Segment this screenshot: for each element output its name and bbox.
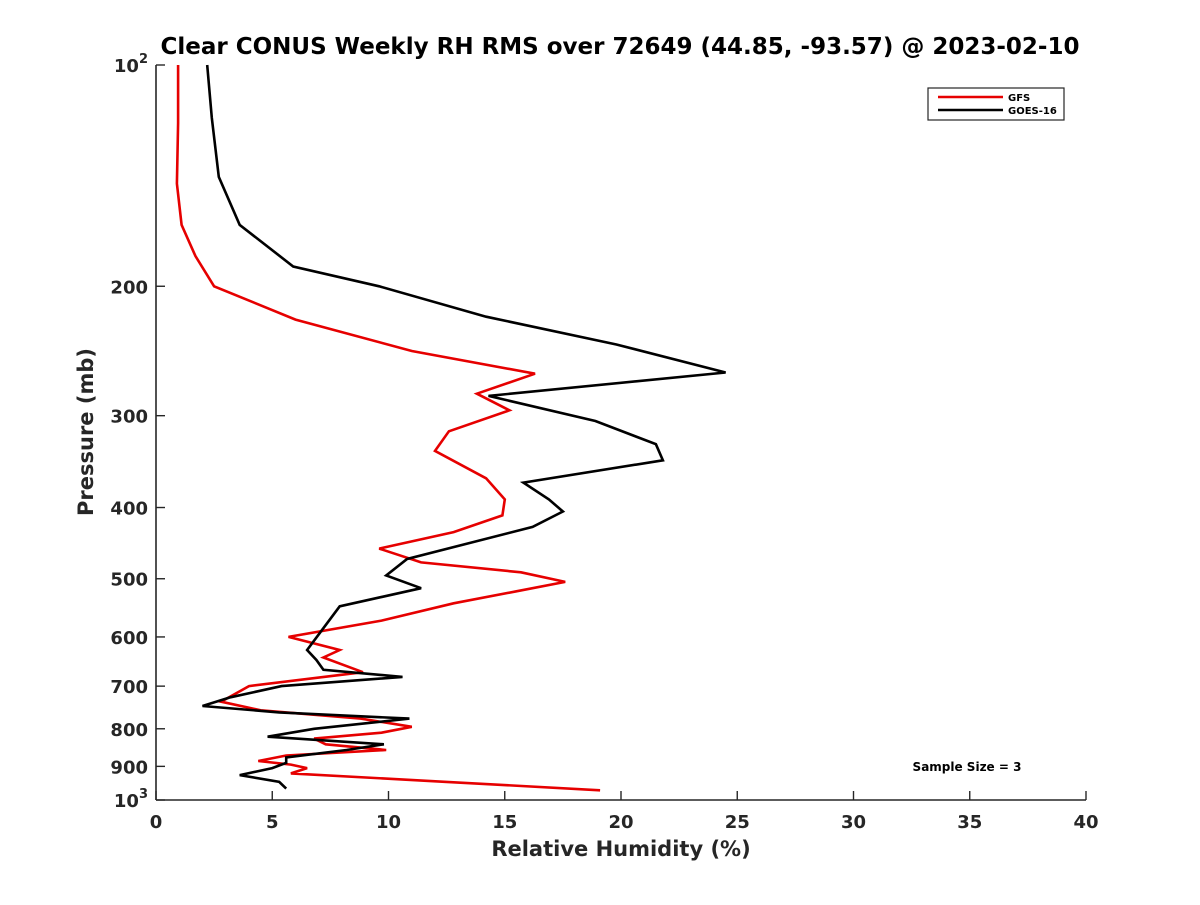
y-axis-label: Pressure (mb) [74, 348, 98, 516]
x-tick-label: 15 [492, 812, 517, 833]
x-tick-label: 20 [608, 812, 633, 833]
legend: GFS GOES-16 [927, 87, 1065, 121]
y-tick-label: 300 [110, 407, 148, 428]
y-tick-label: 102 [114, 52, 148, 77]
x-tick-label: 10 [376, 812, 401, 833]
y-tick-label: 200 [110, 277, 148, 298]
y-tick-label: 900 [110, 757, 148, 778]
y-ticks: 102 200 300 400 500 600 700 800 900 103 [110, 52, 165, 812]
x-tick-label: 5 [266, 812, 279, 833]
series-line-gfs [175, 65, 601, 792]
legend-label-goes16: GOES-16 [1008, 106, 1057, 117]
y-tick-label: 700 [110, 677, 148, 698]
y-tick-label: 600 [110, 628, 148, 649]
y-tick-label: 103 [114, 787, 148, 812]
x-tick-label: 0 [150, 812, 163, 833]
x-tick-label: 40 [1073, 812, 1098, 833]
y-tick-label: 800 [110, 720, 148, 741]
x-tick-label: 30 [841, 812, 866, 833]
legend-label-gfs: GFS [1008, 93, 1030, 104]
legend-box [927, 87, 1065, 121]
x-ticks: 0 5 10 15 20 25 30 35 40 [150, 791, 1099, 833]
y-tick-label: 400 [110, 499, 148, 520]
sample-size-annotation: Sample Size = 3 [913, 760, 1022, 774]
chart-title: Clear CONUS Weekly RH RMS over 72649 (44… [161, 34, 1080, 60]
x-axis-label: Relative Humidity (%) [491, 837, 750, 861]
x-tick-label: 35 [957, 812, 982, 833]
y-tick-label: 500 [110, 570, 148, 591]
series-layer [175, 64, 726, 792]
x-tick-label: 25 [725, 812, 750, 833]
series-line-goes16 [202, 64, 726, 790]
